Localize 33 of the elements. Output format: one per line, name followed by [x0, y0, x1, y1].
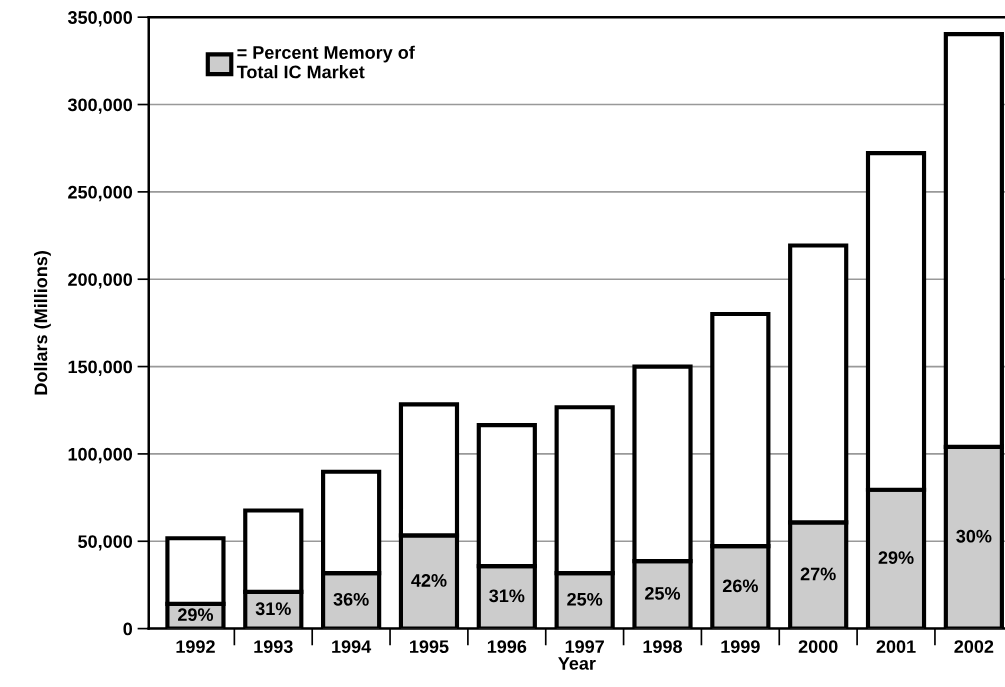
annotation: 25% — [567, 592, 603, 606]
annotation: 30% — [956, 529, 992, 543]
x-tick-label: 2001 — [876, 640, 916, 653]
y-tick-label: 0 — [123, 622, 133, 636]
y-tick-label: 50,000 — [78, 535, 133, 551]
y-tick-label: 200,000 — [68, 273, 133, 289]
x-tick-label: 1994 — [332, 640, 372, 653]
x-tick-label: 1992 — [176, 640, 215, 653]
x-tick-label: 1998 — [643, 640, 683, 653]
y-tick-label: 300,000 — [67, 98, 133, 114]
annotation: 29% — [878, 551, 914, 565]
x-tick-label: 1996 — [487, 640, 527, 653]
y-tick-label: 150,000 — [68, 360, 133, 376]
legend-label: = Percent Memory of Total IC Market — [236, 45, 415, 79]
x-tick-label: 1993 — [254, 640, 293, 653]
x-tick-label: 1997 — [565, 640, 604, 653]
annotation: 36% — [333, 592, 369, 606]
annotation: 27% — [800, 567, 836, 581]
x-tick-label: 2000 — [798, 640, 838, 653]
annotation: 29% — [178, 608, 214, 622]
y-axis-title: Dollars (Millions) — [34, 251, 51, 395]
annotation: 25% — [645, 586, 681, 600]
annotation: 26% — [722, 579, 758, 593]
x-tick-label: 1999 — [721, 640, 760, 653]
annotation: 42% — [411, 574, 447, 587]
x-tick-label: 1995 — [410, 640, 449, 653]
annotation: 31% — [255, 602, 291, 616]
annotation: 31% — [489, 589, 525, 603]
y-tick-label: 100,000 — [68, 447, 133, 464]
x-axis-title: Year — [558, 657, 596, 670]
x-tick-label: 2002 — [954, 640, 994, 653]
y-tick-label: 250,000 — [68, 185, 133, 202]
y-tick-label: 350,000 — [67, 11, 133, 27]
